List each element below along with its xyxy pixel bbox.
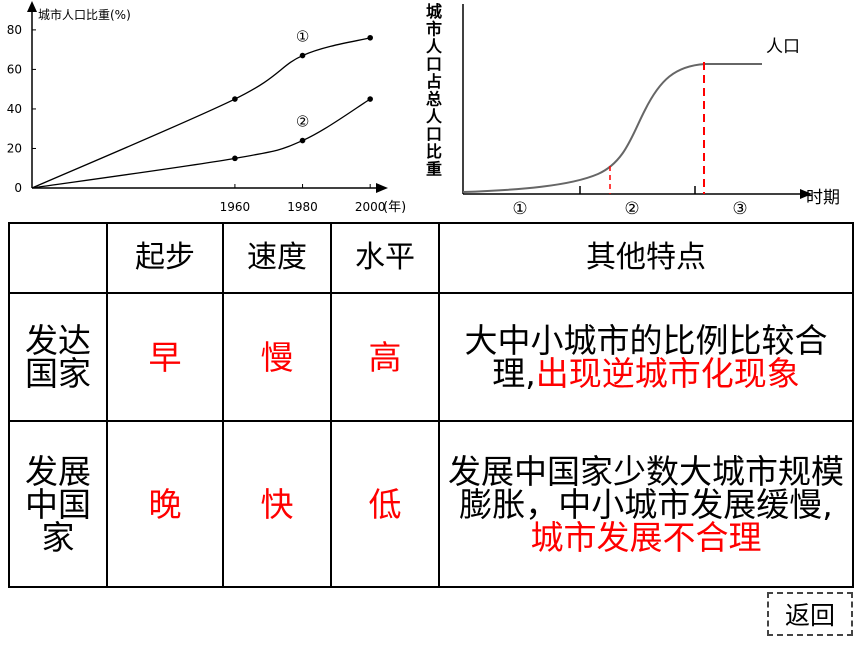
level-cell: 高 [330,292,440,422]
x-axis-unit-label: (年) [383,200,406,215]
y-axis-label-char: 口 [426,55,442,74]
y-axis-label-char: 重 [426,160,442,179]
table-header-row: 起步 速度 水平 其他特点 [8,222,854,294]
series-line [31,98,371,189]
chart-series: ①② [31,28,373,189]
series-line [31,37,371,189]
series-label: ② [296,113,309,131]
y-axis-label-char: 比 [426,142,442,161]
row-label: 发展中国家 [8,420,108,588]
y-axis-arrow [27,1,37,12]
s-curve [462,63,762,193]
stage-label-3: ③ [732,199,747,219]
stage-label-1: ① [512,199,527,219]
notes-cell: 发展中国家少数大城市规模膨胀，中小城市发展缓慢,城市发展不合理 [438,420,854,588]
data-point [232,155,238,162]
y-tick-label: 60 [7,62,22,76]
start-cell: 早 [106,292,224,422]
data-point [232,96,238,102]
y-axis-label-char: 占 [426,72,442,91]
data-point [299,137,306,144]
data-point [367,34,373,41]
y-axis-label-char: 市 [426,20,442,39]
notes-highlight: 出现逆城市化现象 [535,354,800,393]
chart-tick-labels: 0 20 40 60 80 1960 1980 2000 [7,23,386,214]
x-tick-label: 2000 [355,200,386,214]
row-label: 发达国家 [8,292,108,422]
speed-cell: 快 [222,420,332,588]
notes-text: 发展中国家少数大城市规模膨胀，中小城市发展缓慢, [448,451,844,524]
back-button[interactable]: 返回 [767,592,853,636]
y-axis-label-char: 总 [426,90,442,109]
chart-axes [27,1,388,193]
y-tick-label: 40 [7,102,22,116]
speed-cell: 慢 [222,292,332,422]
curve-label: 人口 [766,37,800,57]
y-tick-label: 0 [14,181,22,195]
header-cell: 其他特点 [438,222,854,294]
x-tick-label: 1980 [287,200,318,214]
x-tick-label: 1960 [220,200,251,214]
stage-chart-axes [462,4,812,199]
notes-highlight: 城市发展不合理 [530,517,762,557]
y-axis-label-char: 口 [426,125,442,144]
table-row: 发展中国家 晚 快 低 发展中国家少数大城市规模膨胀，中小城市发展缓慢,城市发展… [8,420,854,588]
y-axis-label: 城市人口比重(%) [38,7,131,22]
series-label: ① [296,28,309,46]
header-cell [8,222,108,294]
data-point [367,96,373,102]
y-axis-label-char: 人 [426,37,443,56]
stage-label-2: ② [624,199,639,219]
comparison-table: 起步 速度 水平 其他特点 发达国家 早 慢 高 大中小城市的比例比较合理,出现… [8,222,854,588]
x-axis-label: 时期 [806,188,840,208]
notes-cell: 大中小城市的比例比较合理,出现逆城市化现象 [438,292,854,422]
table-row: 发达国家 早 慢 高 大中小城市的比例比较合理,出现逆城市化现象 [8,292,854,422]
header-cell: 速度 [222,222,332,294]
x-axis-arrow [800,189,812,199]
header-cell: 起步 [106,222,224,294]
header-cell: 水平 [330,222,440,294]
y-axis-label-char: 人 [426,107,443,126]
x-axis-arrow [376,183,388,193]
y-axis-label-char: 城 [426,2,442,21]
start-cell: 晚 [106,420,224,588]
y-tick-label: 20 [7,141,22,155]
level-cell: 低 [330,420,440,588]
notes-text: 大中小城市的比例比较合理, [464,321,828,393]
y-tick-label: 80 [7,23,22,37]
data-point [299,52,306,59]
